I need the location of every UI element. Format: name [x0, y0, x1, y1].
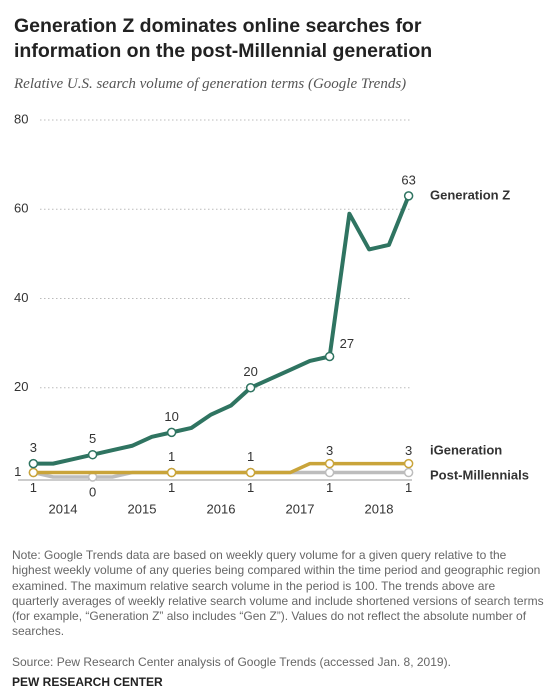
data-label: 1: [30, 480, 37, 495]
point-marker: [324, 458, 335, 469]
point-marker: [245, 383, 256, 393]
data-label: 1: [405, 480, 412, 495]
data-label: 10: [164, 409, 178, 424]
chart-subtitle: Relative U.S. search volume of generatio…: [14, 76, 407, 92]
series-name: Generation Z: [430, 187, 510, 202]
data-label: 3: [326, 443, 333, 458]
data-label: 27: [340, 336, 354, 351]
data-label: 1: [247, 480, 254, 495]
y-tick-label: 60: [14, 201, 28, 216]
point-marker: [324, 467, 335, 478]
data-label: 3: [30, 440, 37, 455]
x-tick-label: 2014: [49, 501, 78, 516]
series-name: iGeneration: [430, 442, 502, 457]
data-label: 3: [405, 443, 412, 458]
y-tick-label: 40: [14, 290, 28, 305]
series-line: [33, 195, 411, 466]
point-marker: [324, 351, 335, 362]
data-label: 1: [326, 480, 333, 495]
x-tick-label: 2015: [128, 501, 157, 516]
point-marker: [403, 191, 414, 201]
series-line: [33, 461, 409, 475]
data-label: 20: [243, 364, 257, 379]
point-marker: [166, 427, 177, 438]
data-label: 0: [89, 484, 96, 499]
y-tick-label: 20: [14, 379, 28, 394]
x-tick-label: 2016: [207, 501, 236, 516]
data-label: 63: [401, 172, 415, 187]
data-label: 1: [247, 449, 254, 464]
point-marker: [245, 467, 256, 478]
point-marker: [403, 467, 414, 478]
x-tick-label: 2018: [365, 501, 394, 516]
data-label: 1: [168, 449, 175, 464]
source: Source: Pew Research Center analysis of …: [12, 655, 451, 669]
point-marker: [87, 449, 98, 460]
data-label: 1: [168, 480, 175, 495]
point-marker: [166, 467, 177, 478]
point-marker: [28, 458, 39, 469]
y-tick-label: 80: [14, 111, 28, 126]
data-label: 5: [89, 431, 96, 446]
point-marker: [28, 467, 39, 478]
point-marker: [403, 458, 414, 469]
credit: PEW RESEARCH CENTER: [12, 675, 163, 689]
series-name: Post-Millennials: [430, 467, 529, 482]
x-tick-label: 2017: [286, 501, 315, 516]
note: Note: Google Trends data are based on we…: [12, 548, 544, 639]
data-label: 1: [14, 464, 21, 479]
chart-title: Generation Z dominates online searches f…: [14, 15, 433, 62]
